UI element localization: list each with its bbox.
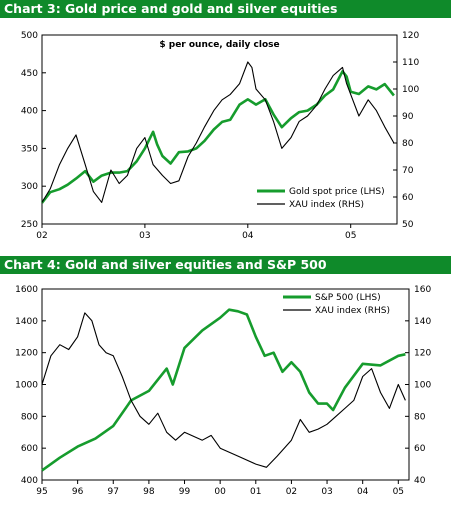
chart4-legend-label: S&P 500 (LHS) xyxy=(315,293,381,303)
chart3-right-tick-label: 50 xyxy=(402,220,414,230)
chart3-x-tick-label: 03 xyxy=(139,231,150,241)
chart3-left-tick-label: 450 xyxy=(21,69,38,79)
chart4-series-black-line xyxy=(41,312,406,468)
chart4-left-tick-label: 400 xyxy=(21,476,38,486)
chart4-left-tick-label: 1200 xyxy=(15,349,38,359)
chart4-plot-frame xyxy=(41,288,410,481)
chart3-right-tick-label: 120 xyxy=(402,31,419,41)
chart3-right-tick-label: 90 xyxy=(402,112,414,122)
chart4-x-tick-label: 05 xyxy=(393,487,404,497)
chart4-x-tick-label: 04 xyxy=(357,487,369,497)
chart4-plot: 400 600 800 1000 1200 1400 1600 40 60 80 100 120 140… xyxy=(15,285,431,497)
chart3-x-tick-label: 02 xyxy=(36,231,47,241)
chart4-title-band: Chart 4: Gold and silver equities and S&… xyxy=(0,256,451,274)
chart4-x-tick-label: 99 xyxy=(179,487,191,497)
chart3-left-tick-label: 300 xyxy=(21,182,38,192)
chart3-plot-frame xyxy=(41,34,398,225)
chart3-right-tick-label: 60 xyxy=(402,193,414,203)
chart4-x-tick-label: 00 xyxy=(214,487,226,497)
chart3-left-tick-label: 500 xyxy=(21,31,38,41)
chart3-right-tick-label: 80 xyxy=(402,139,414,149)
chart3-legend-label: XAU index (RHS) xyxy=(289,200,364,210)
chart3-x-tick-label: 04 xyxy=(242,231,254,241)
chart4-legend-label: XAU index (RHS) xyxy=(315,306,390,316)
chart4-right-tick-label: 40 xyxy=(414,476,426,486)
chart3-title: Chart 3: Gold price and gold and silver … xyxy=(4,1,338,16)
chart4-left-tick-label: 600 xyxy=(21,444,38,454)
chart3-legend-label: Gold spot price (LHS) xyxy=(289,187,385,197)
chart4-left-tick-label: 1600 xyxy=(15,285,38,295)
chart4-x-tick-label: 01 xyxy=(250,487,261,497)
chart4-right-tick-label: 80 xyxy=(414,412,426,422)
chart4-x-tick-label: 96 xyxy=(72,487,84,497)
chart4-x-tick-label: 95 xyxy=(36,487,47,497)
chart3-left-tick-label: 400 xyxy=(21,107,38,117)
chart3-title-band: Chart 3: Gold price and gold and silver … xyxy=(0,0,451,18)
chart4-x-tick-label: 02 xyxy=(286,487,297,497)
chart3-series-black-line xyxy=(41,61,395,203)
chart3-left-tick-label: 350 xyxy=(21,144,38,154)
chart3-series-green-line xyxy=(40,69,395,204)
chart4-right-tick-label: 140 xyxy=(414,317,431,327)
chart4-right-tick-label: 100 xyxy=(414,381,431,391)
chart3-left-tick-label: 250 xyxy=(21,220,38,230)
chart4-x-tick-label: 97 xyxy=(108,487,119,497)
chart4-left-tick-label: 1400 xyxy=(15,317,38,327)
chart4-title: Chart 4: Gold and silver equities and S&… xyxy=(4,257,327,272)
chart4-x-tick-label: 98 xyxy=(143,487,155,497)
chart4-series-green-line xyxy=(41,308,406,472)
chart4-right-tick-label: 60 xyxy=(414,444,426,454)
chart4-right-tick-label: 120 xyxy=(414,349,431,359)
chart3-right-tick-label: 70 xyxy=(402,166,414,176)
chart4-left-tick-label: 800 xyxy=(21,412,38,422)
chart4-x-tick-label: 03 xyxy=(321,487,332,497)
chart3-right-tick-label: 110 xyxy=(402,58,419,68)
chart3-subtitle: $ per ounce, daily close xyxy=(159,40,279,50)
chart3-x-tick-label: 05 xyxy=(345,231,356,241)
chart3-plot: 250 300 350 400 450 500 50 60 70 80 90 100 110 120 02 0… xyxy=(21,31,420,241)
chart4-left-tick-label: 1000 xyxy=(15,381,38,391)
chart4-right-tick-label: 160 xyxy=(414,285,431,295)
chart3-right-tick-label: 100 xyxy=(402,85,419,95)
